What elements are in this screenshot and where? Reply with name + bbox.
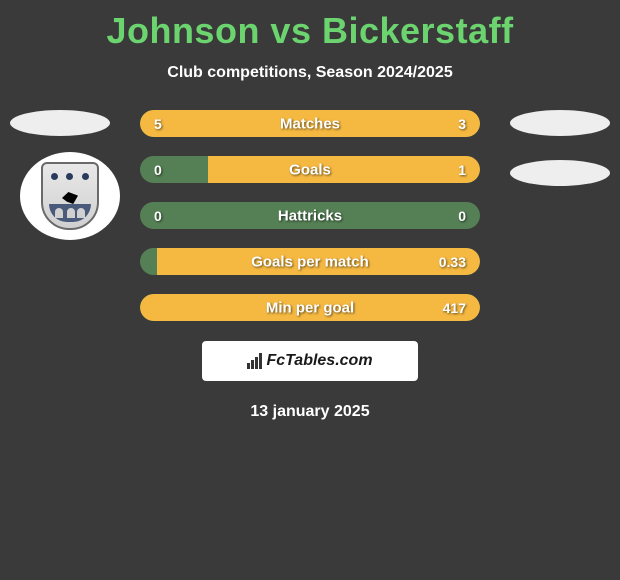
chart-icon: [247, 353, 262, 369]
bar-value-right: 0: [458, 208, 466, 224]
crest-shield-icon: [41, 162, 99, 230]
stat-bar-goals: 0 Goals 1: [140, 156, 480, 183]
date-text: 13 january 2025: [0, 403, 620, 421]
content-area: 5 Matches 3 0 Goals 1 0 Hattricks 0 Goal…: [0, 110, 620, 421]
bar-label: Matches: [280, 115, 340, 132]
bar-value-right: 0.33: [439, 254, 466, 270]
fctables-label: FcTables.com: [266, 352, 372, 370]
player-badge-right-1: [510, 110, 610, 136]
bar-fill-right: [208, 156, 480, 183]
bar-value-right: 3: [458, 116, 466, 132]
player-badge-right-2: [510, 160, 610, 186]
stat-bar-min-per-goal: Min per goal 417: [140, 294, 480, 321]
stats-bars: 5 Matches 3 0 Goals 1 0 Hattricks 0 Goal…: [140, 110, 480, 321]
stat-bar-goals-per-match: Goals per match 0.33: [140, 248, 480, 275]
fctables-badge[interactable]: FcTables.com: [202, 341, 418, 381]
bar-value-left: 0: [154, 162, 162, 178]
player-badge-left: [10, 110, 110, 136]
bar-label: Min per goal: [266, 299, 354, 316]
comparison-title: Johnson vs Bickerstaff: [0, 0, 620, 52]
bar-value-right: 417: [443, 300, 466, 316]
club-crest-left: [20, 152, 120, 240]
stat-bar-matches: 5 Matches 3: [140, 110, 480, 137]
bar-value-right: 1: [458, 162, 466, 178]
comparison-subtitle: Club competitions, Season 2024/2025: [0, 64, 620, 82]
bar-label: Goals: [289, 161, 331, 178]
bar-label: Hattricks: [278, 207, 342, 224]
stat-bar-hattricks: 0 Hattricks 0: [140, 202, 480, 229]
bar-value-left: 5: [154, 116, 162, 132]
bar-value-left: 0: [154, 208, 162, 224]
bar-label: Goals per match: [251, 253, 369, 270]
